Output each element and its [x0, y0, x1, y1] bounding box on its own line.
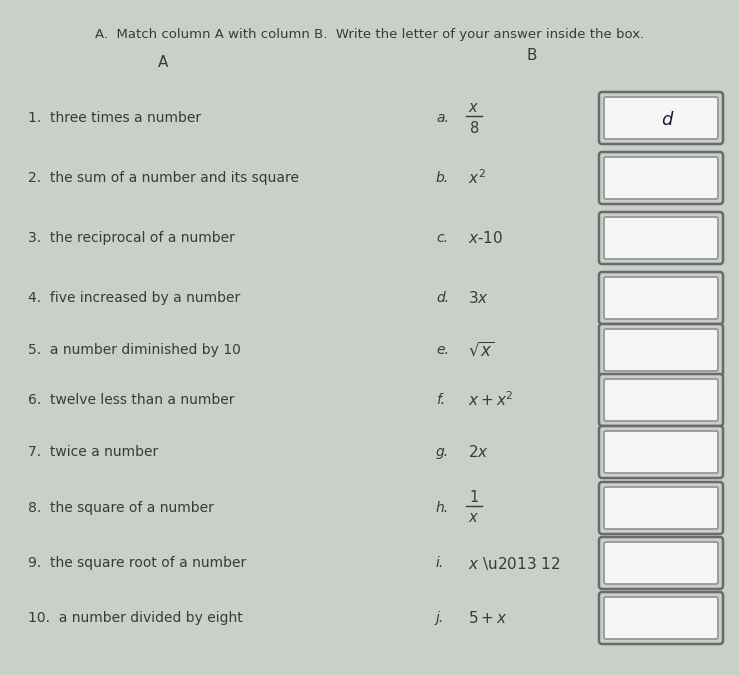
Text: j.: j. [436, 611, 444, 625]
Text: 6.  twelve less than a number: 6. twelve less than a number [28, 393, 234, 407]
Text: 7.  twice a number: 7. twice a number [28, 445, 158, 459]
FancyBboxPatch shape [604, 217, 718, 259]
Text: c.: c. [436, 231, 448, 245]
FancyBboxPatch shape [599, 272, 723, 324]
Text: 3.  the reciprocal of a number: 3. the reciprocal of a number [28, 231, 235, 245]
FancyBboxPatch shape [599, 152, 723, 204]
FancyBboxPatch shape [599, 482, 723, 534]
Text: 10.  a number divided by eight: 10. a number divided by eight [28, 611, 242, 625]
FancyBboxPatch shape [604, 431, 718, 473]
Text: $x$: $x$ [469, 99, 480, 115]
FancyBboxPatch shape [604, 157, 718, 199]
FancyBboxPatch shape [599, 374, 723, 426]
Text: A.  Match column A with column B.  Write the letter of your answer inside the bo: A. Match column A with column B. Write t… [95, 28, 644, 41]
Text: d: d [661, 111, 672, 129]
Text: h.: h. [436, 501, 449, 515]
FancyBboxPatch shape [604, 487, 718, 529]
Text: d.: d. [436, 291, 449, 305]
FancyBboxPatch shape [604, 379, 718, 421]
Text: 8.  the square of a number: 8. the square of a number [28, 501, 214, 515]
Text: 4.  five increased by a number: 4. five increased by a number [28, 291, 240, 305]
Text: i.: i. [436, 556, 444, 570]
Text: $x + x^2$: $x + x^2$ [468, 391, 514, 409]
Text: 1.  three times a number: 1. three times a number [28, 111, 201, 125]
FancyBboxPatch shape [604, 542, 718, 584]
Text: $2x$: $2x$ [468, 444, 489, 460]
Text: e.: e. [436, 343, 449, 357]
FancyBboxPatch shape [599, 92, 723, 144]
Text: $x$ \u2013 12: $x$ \u2013 12 [468, 554, 561, 572]
FancyBboxPatch shape [599, 537, 723, 589]
Text: $1$: $1$ [469, 489, 479, 505]
FancyBboxPatch shape [604, 277, 718, 319]
Text: 2.  the sum of a number and its square: 2. the sum of a number and its square [28, 171, 299, 185]
FancyBboxPatch shape [599, 426, 723, 478]
FancyBboxPatch shape [604, 329, 718, 371]
FancyBboxPatch shape [599, 212, 723, 264]
Text: $3x$: $3x$ [468, 290, 489, 306]
Text: g.: g. [436, 445, 449, 459]
Text: B: B [527, 48, 537, 63]
Text: f.: f. [436, 393, 445, 407]
FancyBboxPatch shape [604, 597, 718, 639]
FancyBboxPatch shape [599, 592, 723, 644]
Text: $x$: $x$ [469, 510, 480, 526]
Text: $\sqrt{x}$: $\sqrt{x}$ [468, 341, 494, 359]
FancyBboxPatch shape [604, 97, 718, 139]
FancyBboxPatch shape [599, 324, 723, 376]
Text: $8$: $8$ [469, 120, 479, 136]
Text: a.: a. [436, 111, 449, 125]
Text: A: A [157, 55, 168, 70]
Text: 9.  the square root of a number: 9. the square root of a number [28, 556, 246, 570]
Text: $x$-10: $x$-10 [468, 230, 503, 246]
Text: b.: b. [436, 171, 449, 185]
Text: $x^2$: $x^2$ [468, 169, 486, 188]
Text: 5.  a number diminished by 10: 5. a number diminished by 10 [28, 343, 241, 357]
Text: $5 + x$: $5 + x$ [468, 610, 508, 626]
